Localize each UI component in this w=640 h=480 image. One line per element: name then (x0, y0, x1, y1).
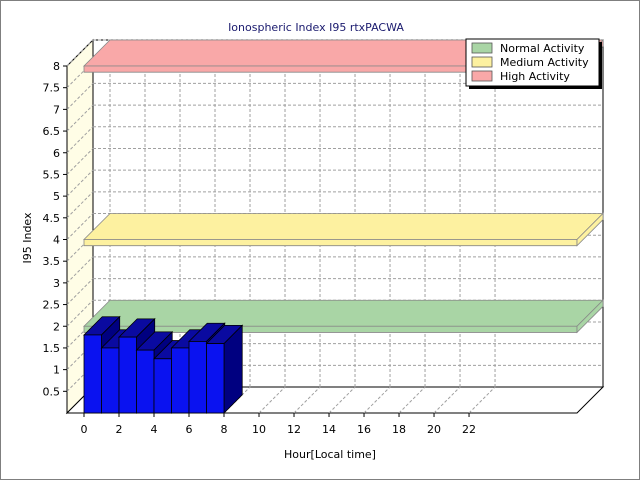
x-tick-label: 20 (427, 423, 441, 436)
legend-swatch (471, 70, 493, 82)
band-side (576, 212, 604, 247)
bar (136, 349, 155, 414)
y-tick-label: 7 (53, 103, 60, 116)
grid-line-floor (328, 386, 356, 414)
grid-line-side (66, 191, 94, 219)
legend-label: Normal Activity (500, 42, 585, 55)
chart-title: Ionospheric Index I95 rtxPACWA (228, 21, 404, 34)
y-tick-label: 0.5 (43, 385, 61, 398)
x-axis-label: Hour[Local time] (284, 448, 376, 461)
band-front (83, 239, 578, 247)
grid-line-floor (398, 386, 426, 414)
y-tick-label: 4 (53, 234, 60, 247)
x-tick-label: 12 (287, 423, 301, 436)
y-tick-label: 1.5 (43, 342, 61, 355)
grid-line-side (66, 169, 94, 197)
bar (153, 358, 172, 414)
bar (206, 343, 225, 414)
bar (101, 347, 120, 414)
grid-line-side (66, 256, 94, 284)
legend-swatch (471, 42, 493, 54)
legend-label: High Activity (500, 70, 570, 83)
bar (118, 336, 137, 414)
grid-line-floor (468, 386, 496, 414)
grid-line-side (66, 104, 94, 132)
y-tick-label: 3 (53, 277, 60, 290)
x-tick-label: 8 (221, 423, 228, 436)
y-tick-label: 1 (53, 364, 60, 377)
grid-line-floor (363, 386, 391, 414)
grid-line-side (66, 39, 94, 67)
grid-line-side (66, 278, 94, 305)
y-tick-label: 3.5 (43, 255, 61, 268)
y-tick-label: 2.5 (43, 299, 61, 312)
grid-line-side (66, 299, 94, 327)
x-axis-ticks: 0 2 4 6 8 10 12 14 16 18 20 22 (81, 413, 476, 436)
bar (188, 341, 207, 414)
y-tick-label: 5.5 (43, 168, 61, 181)
band-front (83, 325, 578, 333)
y-tick-label: 5 (53, 190, 60, 203)
grid-line-side (66, 213, 94, 240)
grid-line-floor (293, 386, 321, 414)
band-top (83, 213, 604, 240)
x-tick-label: 16 (357, 423, 371, 436)
x-tick-label: 22 (462, 423, 476, 436)
x-tick-label: 4 (151, 423, 158, 436)
bar (171, 347, 190, 414)
grid-line-side (66, 83, 94, 110)
y-tick-label: 8 (53, 60, 60, 73)
x-tick-label: 14 (322, 423, 336, 436)
bar (83, 334, 102, 414)
y-tick-label: 4.5 (43, 212, 61, 225)
legend-label: Medium Activity (500, 56, 589, 69)
y-tick-label: 7.5 (43, 82, 61, 95)
x-tick-label: 10 (252, 423, 266, 436)
y-axis-label: I95 Index (21, 212, 34, 264)
y-tick-label: 6 (53, 147, 60, 160)
y-axis-ticks: 0.5 1 1.5 2 2.5 3 3.5 4 4.5 5 5.5 6 6.5 7 7.5 8 (43, 60, 67, 398)
bar-series (83, 315, 244, 414)
x-tick-label: 2 (116, 423, 123, 436)
legend-swatch (471, 56, 493, 68)
y-tick-label: 2 (53, 320, 60, 333)
grid-line-side (66, 148, 94, 175)
grid-line-side (66, 126, 94, 154)
x-tick-label: 0 (81, 423, 88, 436)
grid-line-floor (258, 386, 286, 414)
x-tick-label: 18 (392, 423, 406, 436)
x-tick-label: 6 (186, 423, 193, 436)
y-tick-label: 6.5 (43, 125, 61, 138)
grid-line-floor (433, 386, 461, 414)
band-top (83, 299, 604, 327)
band-side (576, 299, 604, 334)
